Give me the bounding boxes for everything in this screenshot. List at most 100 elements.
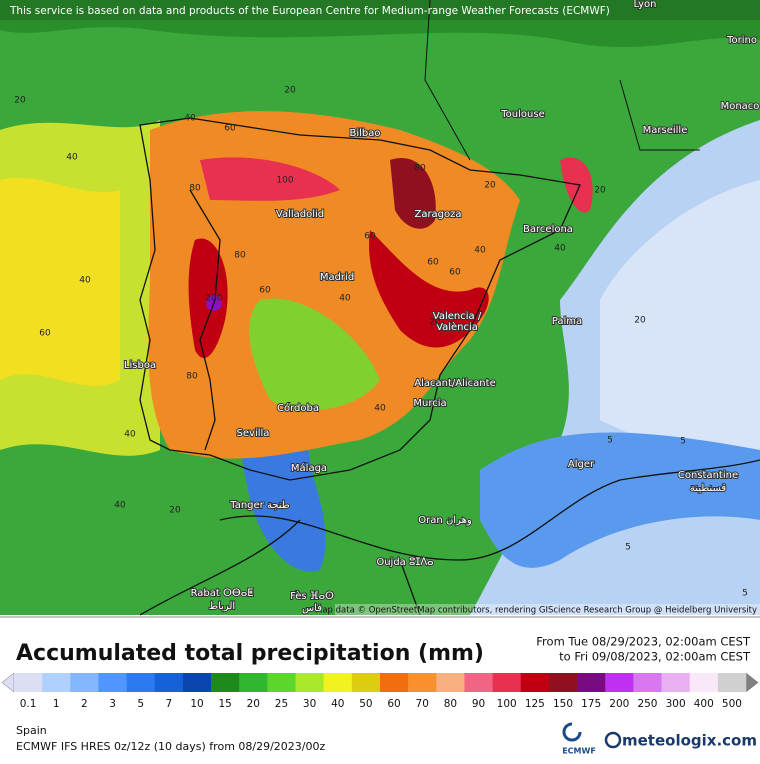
contour-label: 5 [680, 437, 686, 447]
city-label: Oujda ⵓⵊⴷⴰ [376, 557, 433, 568]
city-label: Barcelona [523, 224, 573, 235]
city-label: València [436, 321, 478, 333]
color-legend: 0.1 1 2 3 5 7 10 15 20 25 30 40 50 60 70 80 90 100 125 150 1… [1, 672, 759, 710]
field [480, 432, 760, 568]
contour-labels: 20 40 60 80 40 20 40 60 100 80 60 40 20 200 80 60 40 60 80… [14, 86, 748, 599]
field [0, 177, 120, 386]
legend-label: 15 [218, 698, 231, 710]
field [200, 157, 340, 201]
contour-label: 20 [484, 181, 496, 191]
legend-swatch [211, 673, 240, 692]
legend-label: 10 [190, 698, 203, 710]
legend-label: 70 [416, 698, 429, 710]
contour-label: 100 [276, 176, 293, 186]
contour-label: 5 [742, 589, 748, 599]
notice-band [0, 0, 760, 20]
contour-label: 20 [284, 86, 296, 96]
country-border [139, 117, 581, 481]
legend-swatch [154, 673, 184, 692]
legend-swatch [548, 673, 578, 692]
city-label: Marseille [643, 125, 688, 136]
contour-label: 20 [169, 506, 181, 516]
contour-label: 40 [184, 114, 196, 124]
legend-swatch [605, 673, 634, 692]
legend-swatch [98, 673, 127, 692]
legend-end [745, 672, 759, 693]
contour-label: 60 [449, 268, 461, 278]
field [390, 158, 436, 229]
city-label: Valladolid [276, 209, 324, 220]
city-label: Lyon [633, 0, 656, 10]
city-label: Tanger طنجة [229, 500, 290, 511]
field [249, 298, 380, 411]
legend-label: 40 [331, 698, 344, 710]
title: Accumulated total precipitation (mm) [16, 641, 484, 666]
contour-label: 40 [554, 244, 566, 254]
legend-label: 5 [137, 698, 144, 710]
contour-label: 20 [594, 186, 606, 196]
city-label: Fès ⴼⴰⵙ [290, 590, 334, 602]
city-label: Rabat ⵔⴱⴰⵟ [191, 588, 254, 599]
city-label: Palma [552, 316, 582, 327]
legend-label: 2 [81, 698, 88, 710]
legend-label: 175 [581, 698, 601, 710]
contour-label: 20 [14, 96, 26, 106]
city-label: Sevilla [237, 428, 270, 439]
contour-label: 40 [79, 276, 91, 286]
contour-label: 40 [339, 294, 351, 304]
legend-label: 7 [166, 698, 173, 710]
city-label: Alger [568, 459, 595, 470]
city-label: Lisboa [124, 360, 156, 371]
legend-swatch [295, 673, 324, 692]
map: This service is based on data and produc… [0, 0, 760, 616]
contour-label: 60 [224, 124, 236, 134]
city-label: Oran وهران [418, 515, 472, 526]
legend-swatch [239, 673, 268, 692]
city-labels: Lyon Torino Monaco Marseille Toulouse Bilbao Z… [123, 0, 760, 615]
legend-swatch [492, 673, 522, 692]
legend-swatch [126, 673, 156, 692]
contour-label: 40 [66, 153, 78, 163]
legend-label: 50 [359, 698, 372, 710]
city-label: Alacant/Alicante [414, 378, 495, 389]
contour-label: 60 [39, 329, 51, 339]
city-label: Constantine [678, 470, 738, 481]
city-label: الرباط [209, 601, 235, 612]
period-to: to Fri 09/08/2023, 02:00am CEST [559, 650, 751, 664]
legend-swatch [182, 673, 212, 692]
contour-label: 20 [429, 318, 441, 328]
legend-swatch [689, 673, 719, 692]
city-label: Córdoba [277, 402, 319, 414]
contour-label: 80 [414, 164, 426, 174]
site-icon [604, 731, 622, 749]
legend-label: 3 [109, 698, 116, 710]
period-from: From Tue 08/29/2023, 02:00am CEST [536, 635, 751, 649]
legend-label: 60 [387, 698, 400, 710]
legend-swatch [436, 673, 465, 692]
legend-label: 500 [722, 698, 742, 710]
region: Spain [16, 724, 47, 737]
legend-swatch [351, 673, 381, 692]
model-info: ECMWF IFS HRES 0z/12z (10 days) from 08/… [16, 740, 326, 753]
city-label: Torino [726, 35, 757, 46]
legend-swatch [717, 673, 747, 692]
city-label: Toulouse [500, 109, 544, 120]
city-label: فاس [302, 603, 322, 614]
city-label: قسنطينة [690, 483, 727, 494]
legend-label: 100 [497, 698, 517, 710]
country-border [424, 0, 700, 161]
field [369, 230, 489, 348]
country-border [139, 459, 760, 616]
legend-label: 80 [444, 698, 457, 710]
contour-label: 40 [474, 246, 486, 256]
legend-label: 25 [275, 698, 288, 710]
city-label: Valencia / [433, 311, 482, 322]
legend-label: 125 [525, 698, 545, 710]
legend-label: 90 [472, 698, 485, 710]
contour-label: 80 [234, 251, 246, 261]
attribution-band [335, 604, 760, 616]
contour-label: 40 [114, 501, 126, 511]
contour-label: 5 [607, 436, 613, 446]
city-label: Málaga [291, 462, 327, 474]
